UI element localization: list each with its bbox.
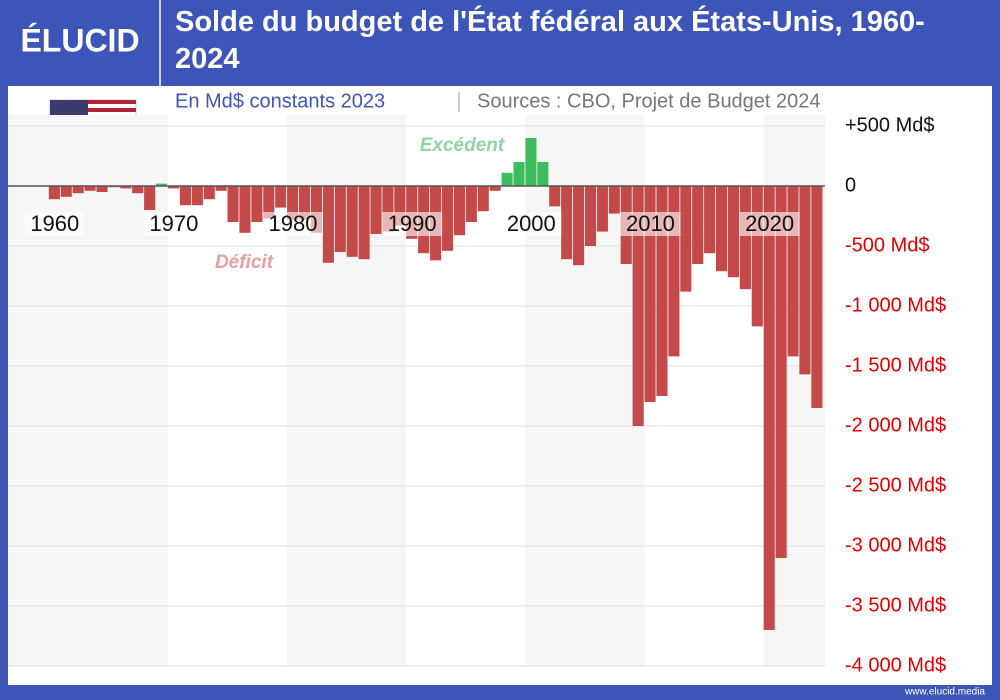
x-tick-label: 2020 (745, 211, 794, 236)
bar (596, 186, 608, 232)
bar (96, 186, 108, 192)
bar (156, 183, 168, 186)
annotation: Excédent (420, 135, 505, 156)
bar (537, 162, 549, 186)
bar (763, 186, 775, 630)
x-tick-bg (263, 212, 324, 236)
bar (346, 186, 358, 257)
y-tick-label: -3 500 Md$ (845, 594, 946, 616)
bar (692, 186, 704, 264)
logo: ÉLUCID (20, 22, 139, 58)
bar (584, 186, 597, 246)
bar (573, 186, 585, 266)
bar (525, 138, 537, 186)
bar (799, 186, 811, 375)
bar (275, 186, 287, 208)
bar (310, 186, 323, 233)
bar (287, 186, 299, 220)
bar (644, 186, 656, 402)
x-tick-label: 1970 (149, 211, 198, 236)
bar (382, 186, 394, 232)
bar (608, 186, 620, 214)
x-tick-bg (143, 212, 204, 236)
chart-title: Solde du budget de l'État fédéral aux Ét… (175, 6, 925, 75)
bar (751, 186, 763, 327)
bar (632, 186, 644, 426)
site-url: www.elucid.media (904, 687, 985, 698)
bar (561, 186, 573, 260)
bar (298, 186, 311, 220)
x-tick-bg (620, 212, 681, 236)
bar (668, 186, 680, 357)
bar (715, 186, 728, 272)
bar (394, 186, 406, 226)
bar (322, 186, 334, 263)
y-tick-label: -3 000 Md$ (845, 534, 946, 556)
y-tick-label: -500 Md$ (845, 234, 930, 256)
x-tick-label: 1960 (30, 211, 79, 236)
bar (787, 186, 799, 357)
bar (227, 186, 239, 222)
bar (179, 186, 191, 206)
bar (48, 186, 60, 200)
bar (203, 186, 215, 200)
y-tick-label: -1 500 Md$ (845, 354, 946, 376)
bar (739, 186, 751, 290)
bar (239, 186, 251, 233)
bar (263, 186, 275, 219)
bar (453, 186, 465, 236)
x-tick-bg (24, 212, 85, 236)
annotation: Déficit (215, 252, 274, 273)
bar (120, 186, 132, 189)
x-tick-bg (501, 212, 562, 236)
bar (680, 186, 692, 292)
y-tick-label: -2 500 Md$ (845, 474, 946, 496)
bar (60, 186, 72, 197)
x-tick-bg (739, 212, 800, 236)
y-tick-label: 0 (845, 174, 856, 196)
x-tick-label: 1980 (269, 211, 318, 236)
bar (775, 186, 787, 558)
bar (370, 186, 382, 234)
bar (132, 186, 144, 194)
bar (477, 186, 489, 212)
bar (215, 186, 227, 191)
bar (251, 186, 263, 222)
source: Sources : CBO, Projet de Budget 2024 (477, 90, 821, 112)
x-tick-label: 2010 (626, 211, 675, 236)
bar (811, 186, 823, 408)
y-tick-label: -1 000 Md$ (845, 294, 946, 316)
bar (441, 186, 454, 251)
x-tick-label: 2000 (507, 211, 556, 236)
bar (656, 186, 668, 396)
bar (513, 162, 525, 186)
bar (334, 186, 346, 252)
bar (191, 186, 203, 206)
bar (465, 186, 477, 222)
x-tick-label: 1990 (388, 211, 437, 236)
bar (489, 186, 501, 191)
bar (358, 186, 370, 260)
y-tick-label: -2 000 Md$ (845, 414, 946, 436)
bar (72, 186, 84, 194)
bar (144, 186, 156, 210)
y-tick-label: -4 000 Md$ (845, 654, 946, 676)
bar (167, 186, 180, 189)
y-tick-label: +500 Md$ (845, 114, 935, 136)
title-box: Solde du budget de l'État fédéral aux Ét… (175, 6, 925, 75)
bar (704, 186, 716, 254)
bar (727, 186, 740, 278)
bar (549, 186, 561, 207)
x-tick-bg (382, 212, 443, 236)
subtitle: En Md$ constants 2023 (175, 90, 385, 112)
bar (84, 186, 96, 191)
bar (501, 172, 513, 186)
